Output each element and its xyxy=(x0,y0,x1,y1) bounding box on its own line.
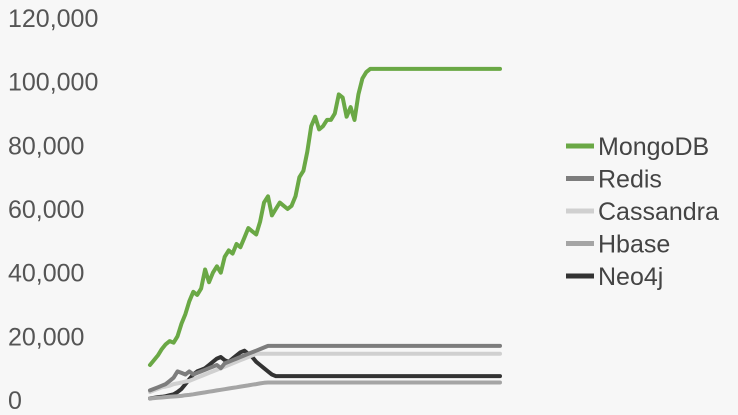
plot-lines xyxy=(148,66,502,401)
legend-label-cassandra: Cassandra xyxy=(598,198,719,226)
y-axis: 0 20,000 40,000 60,000 80,000 100,000 120,000 xyxy=(8,5,98,415)
series-line-hbase xyxy=(148,380,502,401)
legend: MongoDB Redis Cassandra Hbase Neo4j xyxy=(566,133,719,291)
y-tick-label: 60,000 xyxy=(8,196,84,224)
legend-label-mongodb: MongoDB xyxy=(598,133,709,161)
y-tick-label: 0 xyxy=(8,387,22,415)
y-tick-label: 20,000 xyxy=(8,323,84,351)
y-tick-label: 120,000 xyxy=(8,5,98,33)
series-line-mongodb xyxy=(148,66,502,367)
series-line-neo4j xyxy=(148,348,502,401)
legend-label-redis: Redis xyxy=(598,166,662,194)
y-tick-label: 100,000 xyxy=(8,69,98,97)
series-line-cassandra xyxy=(148,351,502,394)
y-tick-label: 40,000 xyxy=(8,260,84,288)
y-tick-label: 80,000 xyxy=(8,132,84,160)
legend-label-neo4j: Neo4j xyxy=(598,263,663,291)
series-line-redis xyxy=(148,343,502,393)
legend-label-hbase: Hbase xyxy=(598,231,670,259)
